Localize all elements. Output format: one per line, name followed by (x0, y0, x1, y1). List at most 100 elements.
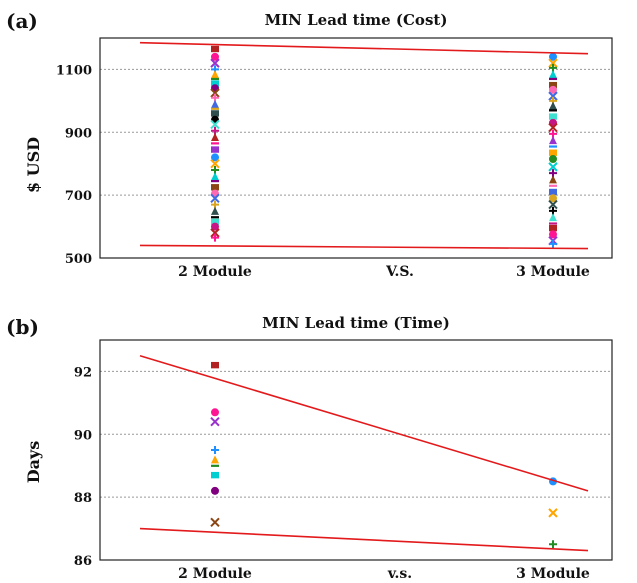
data-point (548, 162, 558, 172)
data-point (211, 446, 219, 454)
data-point (211, 70, 219, 79)
data-point (549, 101, 557, 110)
data-point (211, 408, 219, 417)
data-point (549, 149, 557, 156)
data-point (211, 233, 219, 242)
data-point (210, 417, 220, 427)
data-point (211, 206, 219, 215)
panel-b-title: MIN Lead time (Time) (262, 314, 450, 332)
panel-b-letter: (b) (6, 315, 39, 339)
data-point (549, 540, 557, 549)
y-tick-label: 900 (65, 126, 92, 141)
data-point (549, 224, 557, 232)
y-tick-label: 1100 (56, 63, 92, 78)
data-point (549, 77, 557, 81)
panel-a-x-categories: 2 Module V.S. 3 Module (178, 264, 590, 280)
data-point (211, 471, 219, 479)
panel-b-gridlines (100, 370, 612, 498)
data-point (211, 80, 219, 87)
data-point (211, 216, 219, 219)
data-point (549, 52, 557, 61)
data-point (549, 70, 557, 79)
y-tick-label: 88 (74, 491, 92, 506)
data-point (549, 184, 557, 187)
data-point (549, 81, 557, 89)
data-point (211, 133, 219, 141)
data-point (549, 213, 557, 222)
data-point (210, 228, 220, 238)
y-tick-label: 90 (74, 428, 92, 443)
panel-a-title: MIN Lead time (Cost) (265, 11, 448, 29)
trend-line (139, 41, 589, 55)
panel-b-trend-lines (139, 354, 589, 552)
panel-a-trend-lines (139, 41, 589, 250)
data-point (210, 517, 220, 527)
data-point (211, 153, 219, 162)
panel-a-y-ticks: 500 700 900 1100 (56, 63, 92, 267)
panel-a-letter: (a) (6, 9, 38, 33)
data-point (211, 464, 219, 467)
y-tick-label: 86 (74, 554, 92, 569)
data-point (549, 175, 557, 184)
x-category-label: v.s. (387, 566, 412, 582)
panel-b-points (210, 361, 558, 549)
data-point (549, 194, 557, 203)
panel-b-x-categories: 2 Module v.s. 3 Module (178, 566, 590, 582)
x-category-label: 2 Module (178, 264, 252, 280)
data-point (211, 180, 219, 183)
data-point (211, 52, 219, 61)
data-point (210, 119, 220, 130)
data-point (549, 113, 557, 120)
data-point (210, 193, 220, 203)
data-point (210, 58, 220, 68)
data-point (211, 184, 219, 191)
data-point (548, 199, 558, 210)
data-point (549, 230, 557, 239)
data-point (548, 91, 558, 101)
data-point (211, 222, 219, 231)
data-point (211, 361, 219, 369)
panel-a-y-axis-label: $ USD (24, 137, 43, 193)
y-tick-label: 92 (74, 365, 92, 380)
x-category-label: V.S. (385, 264, 414, 280)
trend-line (139, 527, 589, 552)
data-point (548, 122, 558, 133)
data-point (549, 109, 557, 112)
data-point (549, 145, 557, 148)
data-point (211, 77, 219, 81)
panel-b-y-ticks: 86 88 90 92 (74, 365, 92, 569)
data-point (549, 155, 557, 163)
panel-b-y-axis-label: Days (24, 441, 43, 484)
panel-a-points (210, 45, 558, 248)
x-category-label: 3 Module (516, 264, 590, 280)
data-point (549, 222, 557, 225)
panel-a: (a) MIN Lead time (Cost) $ USD 500 700 900… (6, 9, 613, 280)
panel-b-plot-frame (99, 339, 613, 561)
data-point (211, 486, 219, 495)
data-point (548, 508, 558, 518)
panel-a-gridlines (100, 68, 612, 196)
data-point (211, 172, 219, 181)
data-point (211, 107, 219, 110)
data-point (549, 239, 557, 248)
data-point (211, 218, 219, 226)
data-point (211, 142, 219, 145)
panel-b: (b) MIN Lead time (Time) Days 86 88 90 92 2… (6, 314, 613, 582)
data-point (549, 85, 557, 94)
x-category-label: 3 Module (516, 566, 590, 582)
data-point (211, 146, 219, 153)
x-category-label: 2 Module (178, 566, 252, 582)
data-point (549, 188, 557, 196)
trend-line (139, 354, 589, 492)
y-tick-label: 700 (65, 189, 92, 204)
data-point (210, 88, 220, 98)
data-point (210, 159, 220, 169)
data-point (211, 45, 219, 53)
data-point (549, 136, 557, 145)
panel-a-plot-frame (99, 37, 613, 259)
trend-line (139, 244, 589, 250)
data-point (211, 110, 219, 117)
data-point (548, 58, 558, 68)
y-tick-label: 500 (65, 252, 92, 267)
